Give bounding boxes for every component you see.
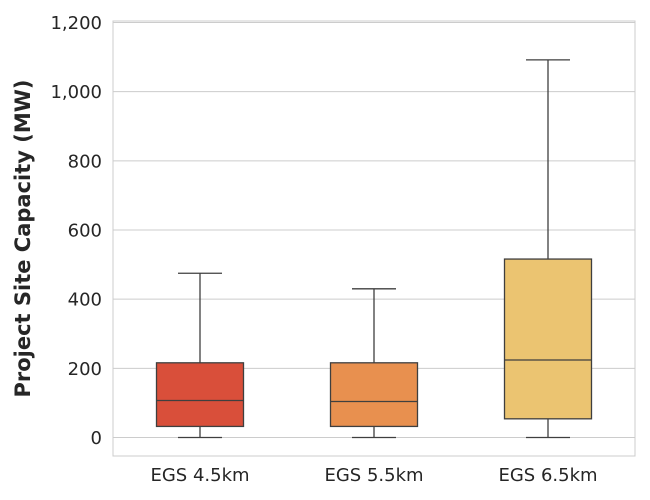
x-tick-label: EGS 6.5km bbox=[498, 465, 597, 486]
y-tick-label: 400 bbox=[68, 290, 102, 311]
box-2 bbox=[329, 288, 419, 439]
box-1 bbox=[155, 272, 245, 439]
iqr-box bbox=[155, 362, 245, 428]
y-tick-label: 1,200 bbox=[50, 13, 102, 34]
plot-frame bbox=[112, 20, 636, 457]
x-axis: EGS 4.5km EGS 5.5km EGS 6.5km bbox=[150, 465, 597, 486]
y-tick-label: 800 bbox=[68, 151, 102, 172]
y-tick-label: 200 bbox=[68, 359, 102, 380]
x-tick-label: EGS 5.5km bbox=[324, 465, 423, 486]
box-series bbox=[155, 59, 593, 439]
y-axis: 0 200 400 600 800 1,000 1,200 bbox=[50, 13, 102, 449]
iqr-box bbox=[503, 258, 593, 420]
y-tick-label: 0 bbox=[91, 428, 102, 449]
y-tick-label: 1,000 bbox=[50, 82, 102, 103]
y-tick-label: 600 bbox=[68, 221, 102, 242]
x-tick-label: EGS 4.5km bbox=[150, 465, 249, 486]
y-axis-label: Project Site Capacity (MW) bbox=[11, 79, 35, 397]
box-3 bbox=[503, 59, 593, 439]
iqr-box bbox=[329, 362, 419, 428]
